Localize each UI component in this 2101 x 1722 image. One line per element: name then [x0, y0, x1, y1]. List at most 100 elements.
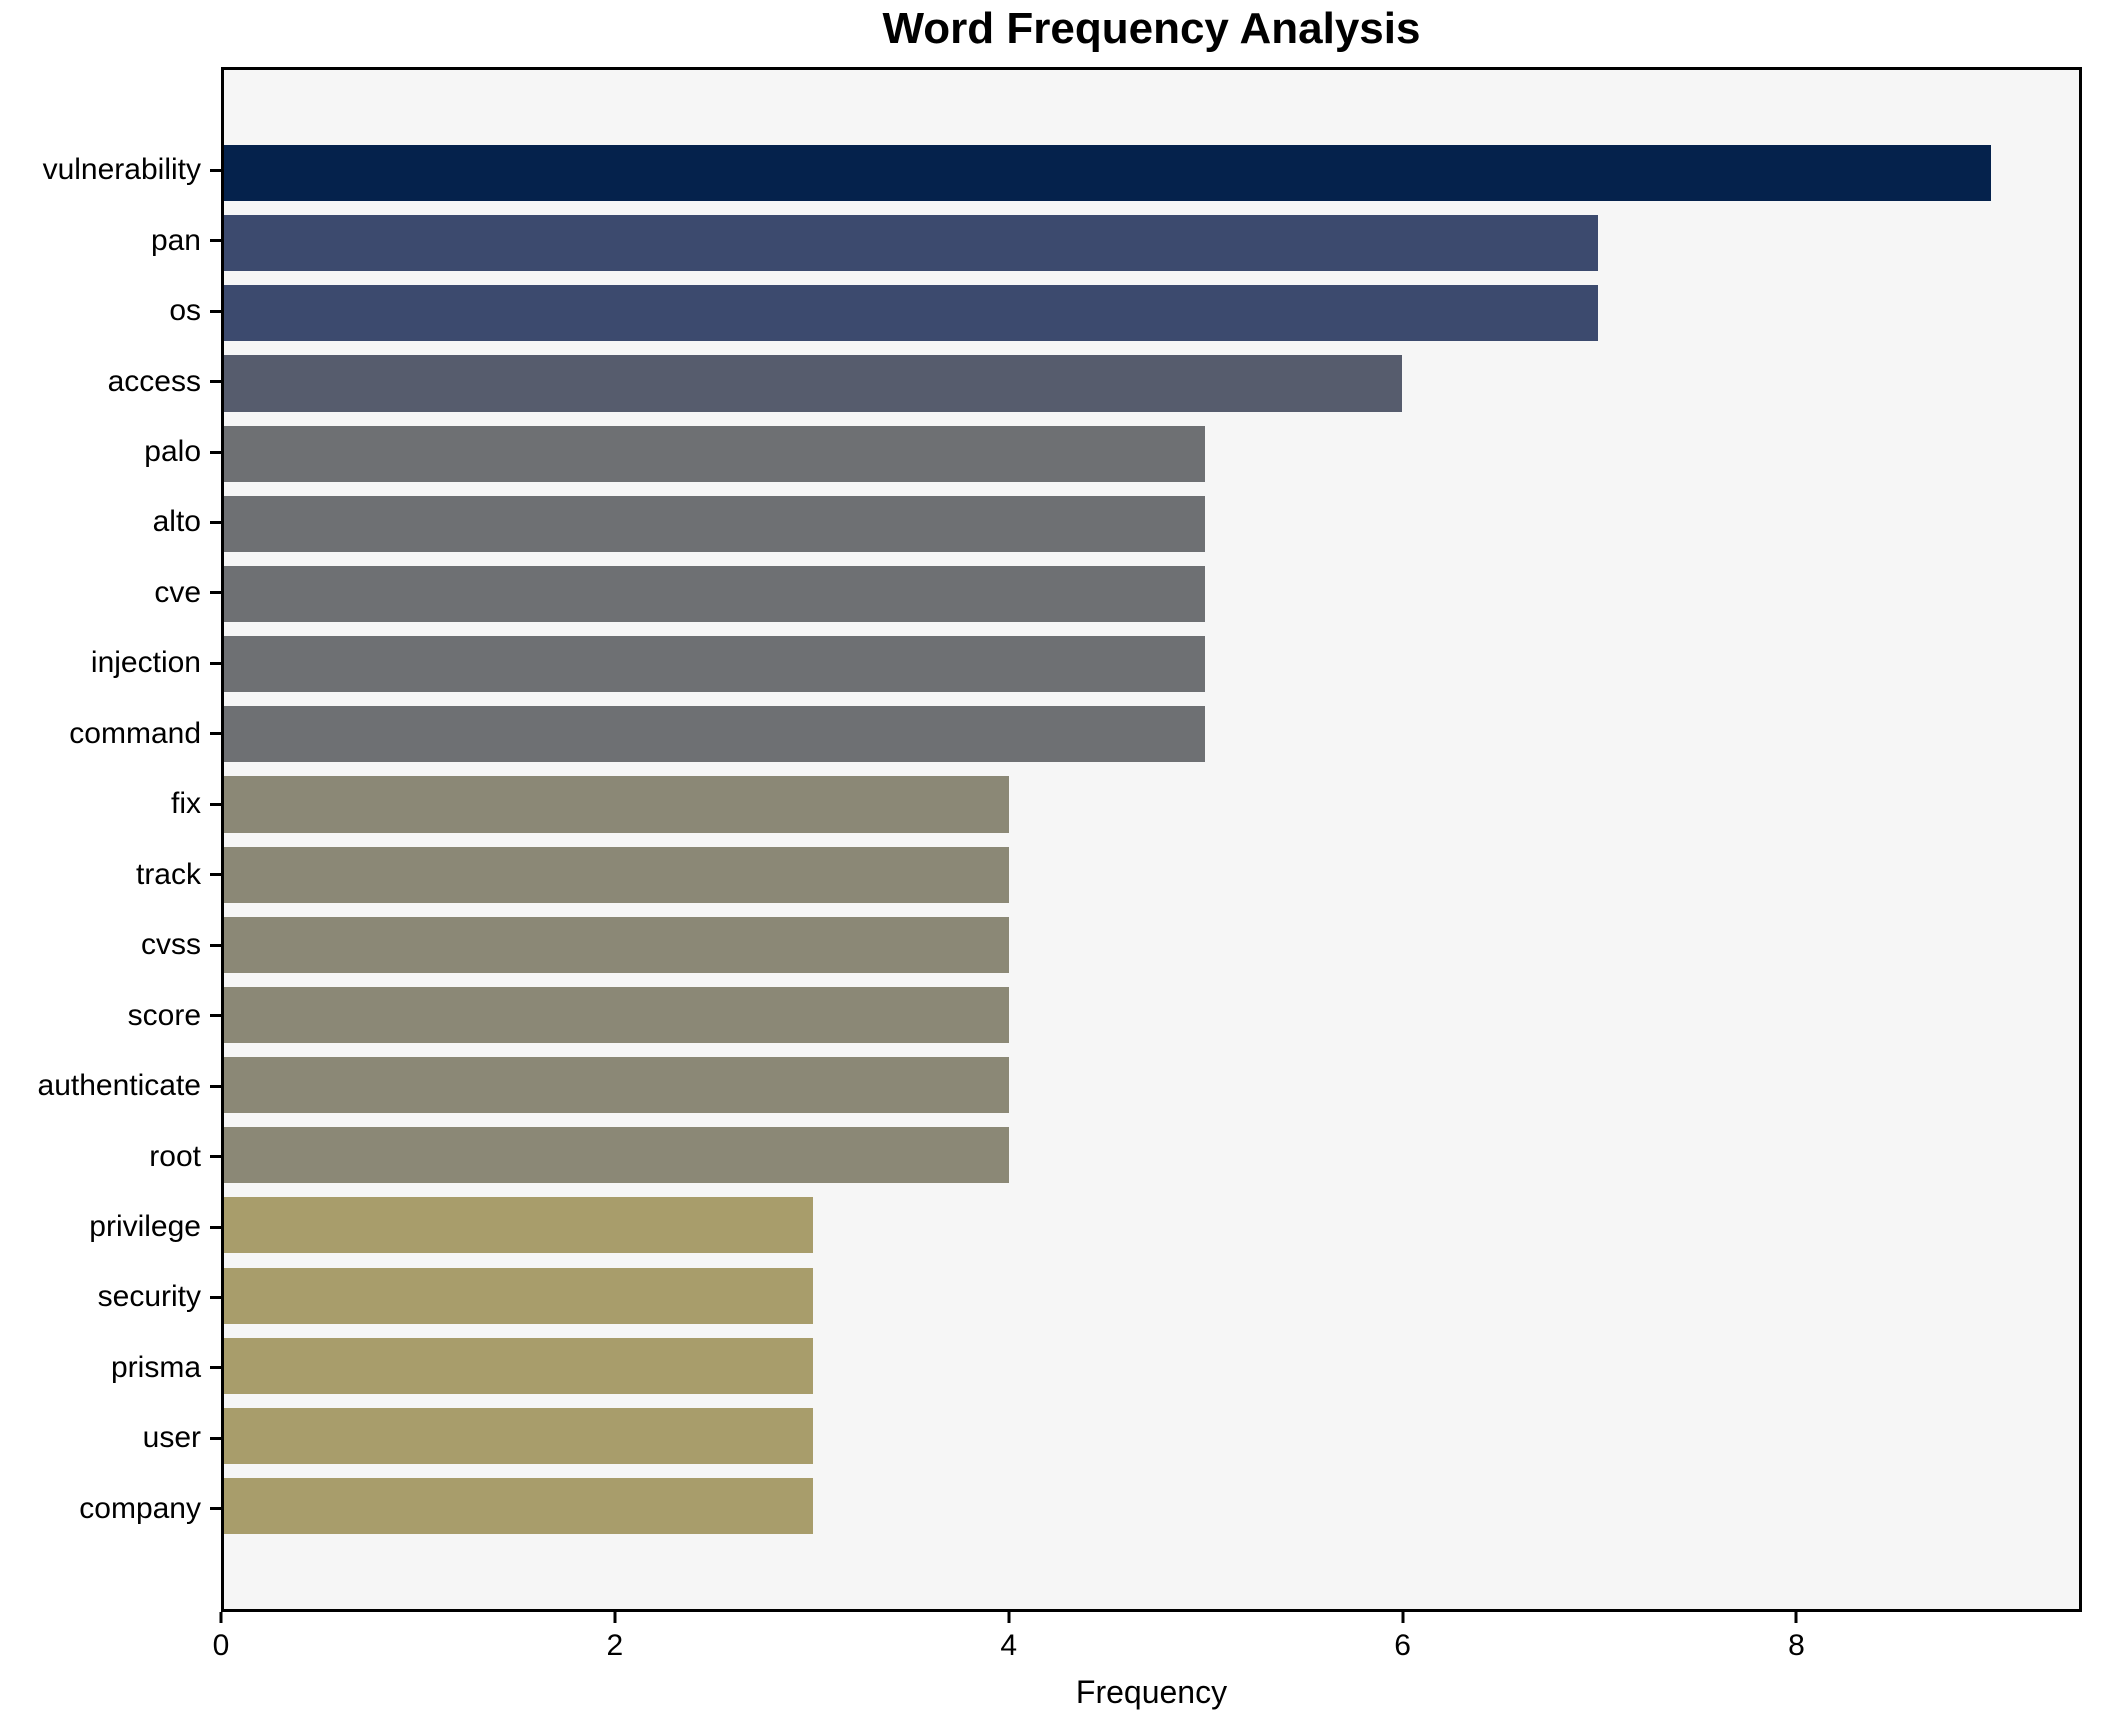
y-tick-mark — [210, 168, 221, 172]
x-tick-label: 8 — [1788, 1629, 1805, 1662]
y-tick-label: pan — [150, 223, 201, 257]
y-row: command — [0, 699, 221, 769]
x-tick-mark — [1007, 1612, 1011, 1623]
y-row: cve — [0, 558, 221, 628]
x-tick-mark — [1401, 1612, 1405, 1623]
y-row: company — [0, 1474, 221, 1544]
y-row: injection — [0, 628, 221, 698]
bar-row — [224, 769, 2079, 839]
bar-row — [224, 1261, 2079, 1331]
x-axis: Frequency 0 2 4 6 8 — [213, 1612, 2082, 1722]
y-tick-label: security — [97, 1280, 201, 1314]
bar-row — [224, 348, 2079, 418]
y-tick-mark — [210, 1084, 221, 1088]
y-tick-label: cve — [154, 575, 201, 609]
y-tick-mark — [210, 873, 221, 877]
y-tick-mark — [210, 1014, 221, 1018]
y-row: root — [0, 1121, 221, 1191]
bar-os — [224, 285, 1599, 342]
y-row: alto — [0, 487, 221, 557]
y-row: vulnerability — [0, 135, 221, 205]
y-row: os — [0, 276, 221, 346]
y-tick-label: vulnerability — [42, 153, 201, 187]
y-tick-mark — [210, 520, 221, 524]
y-tick-label: palo — [144, 435, 201, 469]
bar-track — [224, 846, 1010, 903]
y-tick-label: prisma — [110, 1350, 201, 1384]
y-row: palo — [0, 417, 221, 487]
x-axis-title: Frequency — [1075, 1674, 1228, 1710]
y-row: privilege — [0, 1192, 221, 1262]
bar-row — [224, 910, 2079, 980]
y-tick-label: privilege — [89, 1210, 201, 1244]
bar-row — [224, 629, 2079, 699]
bar-command — [224, 706, 1206, 763]
x-tick-mark — [613, 1612, 617, 1623]
y-tick-label: os — [169, 294, 201, 328]
y-tick-mark — [210, 943, 221, 947]
bar-row — [224, 1401, 2079, 1471]
y-tick-mark — [210, 732, 221, 736]
y-row: fix — [0, 769, 221, 839]
y-tick-mark — [210, 309, 221, 313]
y-row: pan — [0, 205, 221, 275]
bar-user — [224, 1407, 813, 1464]
y-tick-label: authenticate — [37, 1069, 201, 1103]
y-tick-mark — [210, 1155, 221, 1159]
y-row: authenticate — [0, 1051, 221, 1121]
bar-row — [224, 699, 2079, 769]
bar-palo — [224, 425, 1206, 482]
y-axis: vulnerability pan os access palo alto cve injec… — [0, 67, 221, 1612]
bar-row — [224, 1190, 2079, 1260]
y-tick-mark — [210, 450, 221, 454]
y-tick-mark — [210, 1436, 221, 1440]
y-tick-label: command — [69, 716, 201, 750]
y-tick-label: access — [107, 364, 201, 398]
bar-privilege — [224, 1197, 813, 1254]
x-tick-label: 0 — [212, 1629, 230, 1662]
y-tick-mark — [210, 1295, 221, 1299]
bar-authenticate — [224, 1057, 1010, 1114]
bar-row — [224, 138, 2079, 208]
bar-row — [224, 559, 2079, 629]
y-tick-mark — [210, 1507, 221, 1511]
bar-prisma — [224, 1337, 813, 1394]
bar-access — [224, 355, 1402, 412]
bar-pan — [224, 215, 1599, 272]
bar-row — [224, 1331, 2079, 1401]
bar-company — [224, 1477, 813, 1535]
bar-cve — [224, 565, 1206, 623]
y-tick-label: cvss — [141, 928, 201, 962]
bar-row — [224, 1120, 2079, 1190]
bar-cvss — [224, 916, 1010, 973]
y-tick-label: root — [149, 1139, 201, 1173]
y-tick-mark — [210, 380, 221, 384]
bar-score — [224, 986, 1010, 1044]
x-tick-mark — [219, 1612, 223, 1623]
bar-root — [224, 1127, 1010, 1184]
y-row: prisma — [0, 1333, 221, 1403]
plot-area — [221, 67, 2082, 1612]
bar-row — [224, 489, 2079, 559]
bar-security — [224, 1267, 813, 1324]
y-tick-label: alto — [152, 505, 201, 539]
x-tick-label: 2 — [606, 1629, 624, 1662]
bar-row — [224, 278, 2079, 348]
x-tick-label: 4 — [1000, 1629, 1018, 1662]
y-tick-mark — [210, 661, 221, 665]
bar-row — [224, 840, 2079, 910]
x-tick-label: 6 — [1394, 1629, 1411, 1662]
y-tick-label: user — [142, 1421, 201, 1455]
y-tick-mark — [210, 1366, 221, 1370]
y-row: track — [0, 840, 221, 910]
y-tick-mark — [210, 591, 221, 595]
x-tick-mark — [1794, 1612, 1798, 1623]
y-tick-mark — [210, 1225, 221, 1229]
bar-row — [224, 1050, 2079, 1120]
bar-fix — [224, 776, 1010, 833]
y-row: security — [0, 1262, 221, 1332]
y-tick-mark — [210, 239, 221, 243]
bar-row — [224, 980, 2079, 1050]
y-tick-label: fix — [171, 787, 201, 821]
